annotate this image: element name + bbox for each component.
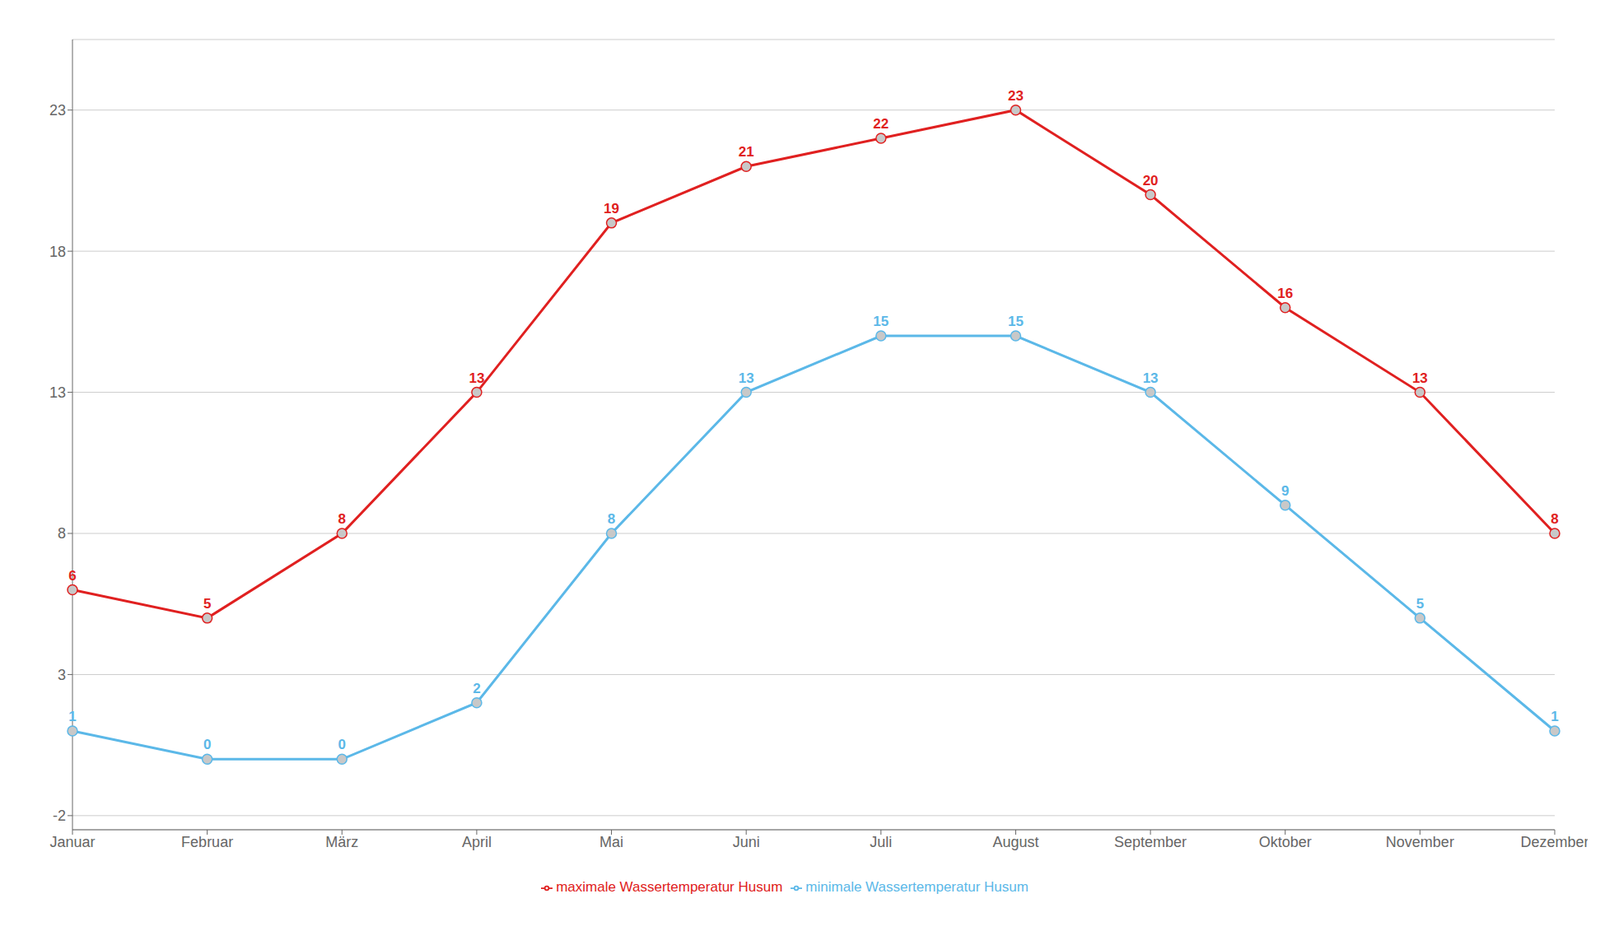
svg-text:9: 9 bbox=[1281, 483, 1289, 500]
svg-text:August: August bbox=[992, 834, 1039, 851]
svg-text:März: März bbox=[325, 834, 359, 851]
svg-text:Juni: Juni bbox=[732, 834, 761, 851]
svg-text:Februar: Februar bbox=[181, 834, 234, 851]
svg-text:8: 8 bbox=[607, 511, 616, 528]
svg-text:23: 23 bbox=[1007, 88, 1024, 104]
svg-text:22: 22 bbox=[872, 116, 889, 132]
svg-text:13: 13 bbox=[1412, 370, 1428, 387]
svg-text:2: 2 bbox=[472, 681, 481, 697]
svg-text:1: 1 bbox=[1550, 709, 1559, 725]
svg-text:18: 18 bbox=[49, 243, 66, 261]
svg-text:5: 5 bbox=[1416, 596, 1424, 612]
svg-text:Dezember: Dezember bbox=[1520, 834, 1588, 851]
svg-text:16: 16 bbox=[1277, 285, 1293, 302]
svg-text:13: 13 bbox=[468, 370, 485, 387]
html-text:minimale Wassertemperatur Husu: minimale Wassertemperatur Husum bbox=[805, 879, 1029, 896]
svg-text:September: September bbox=[1114, 834, 1187, 851]
svg-text:8: 8 bbox=[1550, 511, 1559, 528]
svg-text:8: 8 bbox=[57, 525, 66, 542]
svg-text:November: November bbox=[1385, 834, 1455, 851]
svg-text:Oktober: Oktober bbox=[1259, 834, 1312, 851]
svg-text:6: 6 bbox=[68, 568, 76, 584]
svg-text:-2: -2 bbox=[52, 807, 66, 825]
svg-text:1: 1 bbox=[68, 709, 76, 725]
svg-text:Mai: Mai bbox=[599, 834, 624, 851]
html-text:maximale Wassertemperatur Husu: maximale Wassertemperatur Husum bbox=[555, 879, 783, 896]
svg-text:8: 8 bbox=[338, 511, 346, 528]
svg-text:13: 13 bbox=[1142, 370, 1159, 387]
svg-text:15: 15 bbox=[1007, 313, 1024, 330]
svg-text:April: April bbox=[461, 834, 492, 851]
svg-text:5: 5 bbox=[203, 596, 211, 612]
svg-text:23: 23 bbox=[49, 102, 66, 119]
svg-text:15: 15 bbox=[872, 313, 889, 330]
svg-text:3: 3 bbox=[57, 667, 66, 684]
svg-text:0: 0 bbox=[203, 737, 211, 753]
svg-text:Juli: Juli bbox=[869, 834, 892, 851]
svg-text:0: 0 bbox=[338, 737, 346, 753]
svg-text:13: 13 bbox=[738, 370, 755, 387]
svg-text:Januar: Januar bbox=[49, 834, 95, 851]
svg-text:19: 19 bbox=[603, 200, 620, 217]
svg-text:21: 21 bbox=[738, 144, 755, 160]
svg-text:13: 13 bbox=[49, 384, 66, 402]
svg-text:20: 20 bbox=[1142, 172, 1159, 189]
